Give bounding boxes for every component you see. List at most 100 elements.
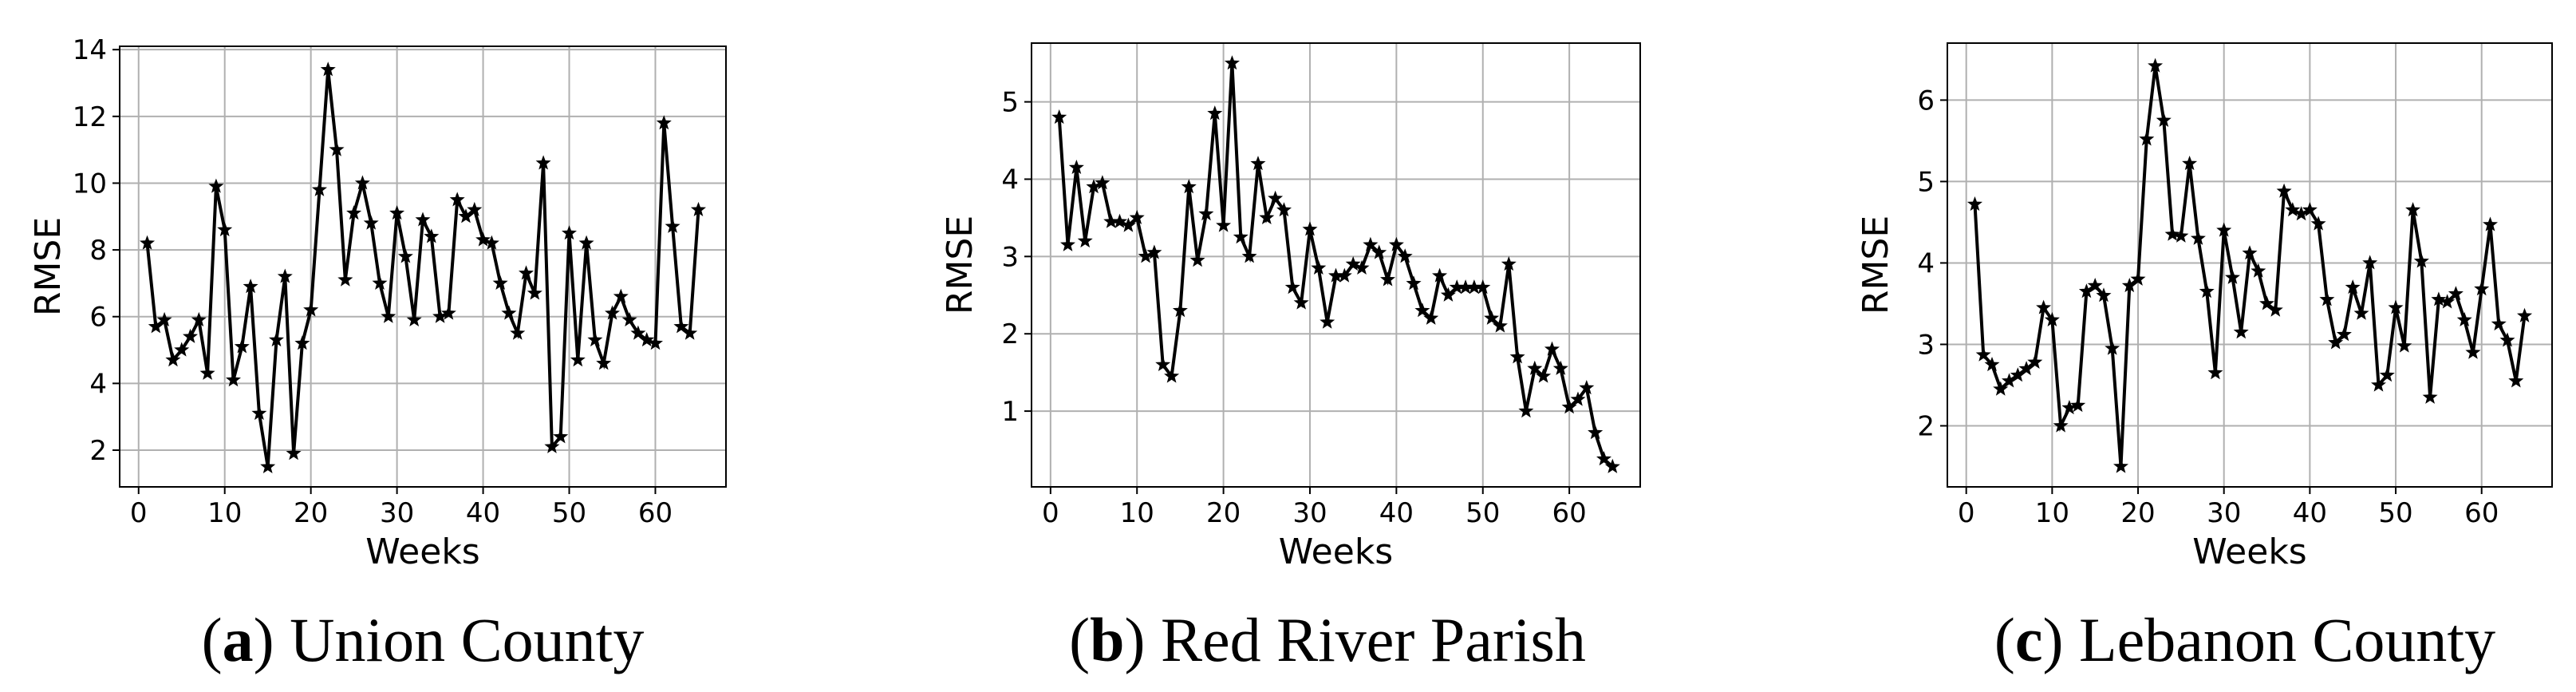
- data-point: [1172, 303, 1188, 318]
- data-point: [2087, 278, 2103, 293]
- data-point: [1475, 279, 1491, 295]
- data-point: [2397, 338, 2412, 353]
- x-tick-label: 50: [2378, 497, 2412, 529]
- data-point: [2474, 281, 2490, 296]
- data-point: [2345, 279, 2361, 295]
- data-point: [2294, 206, 2310, 221]
- data-point: [1579, 380, 1595, 395]
- caption-part: (: [1069, 605, 1090, 674]
- data-point: [2310, 216, 2326, 231]
- data-point: [1509, 349, 1525, 364]
- data-point: [269, 332, 284, 347]
- data-point: [2491, 316, 2507, 331]
- data-point: [510, 325, 526, 340]
- data-point: [148, 318, 164, 334]
- plot-frame: [1031, 42, 1641, 488]
- data-point: [2010, 367, 2026, 382]
- data-point: [1984, 357, 2000, 372]
- data-point: [673, 318, 689, 334]
- data-point: [2233, 324, 2249, 339]
- caption-part: (: [202, 605, 223, 674]
- data-point: [1155, 357, 1171, 371]
- y-tick-label: 2: [89, 435, 107, 467]
- data-point: [1354, 259, 1370, 275]
- x-tick-label: 20: [1206, 497, 1241, 529]
- data-point: [467, 201, 483, 216]
- data-point: [217, 222, 233, 237]
- data-point: [1328, 267, 1343, 283]
- data-point: [1588, 425, 1604, 440]
- data-point: [2483, 216, 2498, 231]
- data-point: [2456, 311, 2472, 326]
- x-tick-label: 0: [1958, 497, 1975, 529]
- data-point: [1466, 279, 1482, 295]
- data-point: [199, 365, 215, 380]
- data-line: [1057, 63, 1614, 469]
- data-point: [2096, 287, 2112, 303]
- data-point: [1371, 244, 1387, 259]
- data-point: [2388, 299, 2404, 314]
- data-point: [553, 429, 569, 444]
- data-point: [1363, 236, 1379, 251]
- data-point: [1224, 55, 1240, 70]
- data-point: [1993, 381, 2009, 396]
- data-point: [381, 308, 396, 323]
- data-point: [2431, 291, 2447, 306]
- data-point: [1302, 221, 1318, 236]
- data-point: [544, 438, 560, 453]
- data-point: [432, 308, 448, 323]
- data-point: [1189, 252, 1205, 267]
- data-point: [1276, 202, 1292, 217]
- data-point: [1129, 209, 1145, 224]
- data-point: [2440, 294, 2456, 309]
- data-point: [2422, 389, 2438, 404]
- data-point: [2002, 373, 2017, 388]
- y-tick-label: 4: [1001, 164, 1019, 196]
- data-point: [1311, 259, 1327, 275]
- data-point: [519, 265, 535, 280]
- y-axis-label: RMSE: [28, 217, 69, 316]
- x-tick-label: 30: [1292, 497, 1327, 529]
- data-point: [1077, 233, 1093, 248]
- data-point: [1432, 267, 1448, 283]
- caption-part: ) Lebanon County: [2043, 605, 2496, 674]
- data-point: [1336, 267, 1352, 283]
- data-point: [648, 335, 663, 350]
- data-point: [424, 228, 440, 243]
- x-tick-label: 60: [638, 497, 673, 529]
- data-point: [1406, 275, 1422, 291]
- x-tick-label: 40: [1379, 497, 1414, 529]
- data-point: [1397, 248, 1413, 263]
- data-line: [1973, 65, 2527, 467]
- data-point: [665, 218, 680, 233]
- data-point: [2413, 253, 2429, 268]
- data-point: [483, 235, 499, 250]
- data-point: [2242, 245, 2258, 260]
- data-point: [2105, 340, 2120, 355]
- data-point: [1259, 209, 1275, 224]
- data-point: [2061, 400, 2077, 415]
- data-point: [183, 328, 198, 343]
- x-tick-label: 0: [130, 497, 148, 529]
- data-point: [2448, 286, 2464, 301]
- x-tick-label: 20: [2120, 497, 2155, 529]
- data-point: [1086, 179, 1102, 194]
- data-point: [277, 268, 293, 283]
- data-point: [690, 201, 706, 216]
- data-point: [1544, 341, 1560, 356]
- data-point: [2156, 112, 2172, 127]
- data-point: [2225, 269, 2240, 284]
- data-point: [243, 279, 258, 294]
- data-point: [2053, 417, 2069, 433]
- x-tick-label: 50: [552, 497, 586, 529]
- caption-part: b: [1090, 605, 1124, 674]
- data-point: [2251, 263, 2266, 278]
- y-tick-label: 3: [1917, 329, 1935, 361]
- data-point: [449, 192, 465, 207]
- data-point: [1051, 109, 1067, 125]
- data-point: [492, 275, 508, 290]
- data-point: [1095, 175, 1110, 190]
- x-tick-label: 30: [2207, 497, 2241, 529]
- data-point: [1181, 179, 1197, 194]
